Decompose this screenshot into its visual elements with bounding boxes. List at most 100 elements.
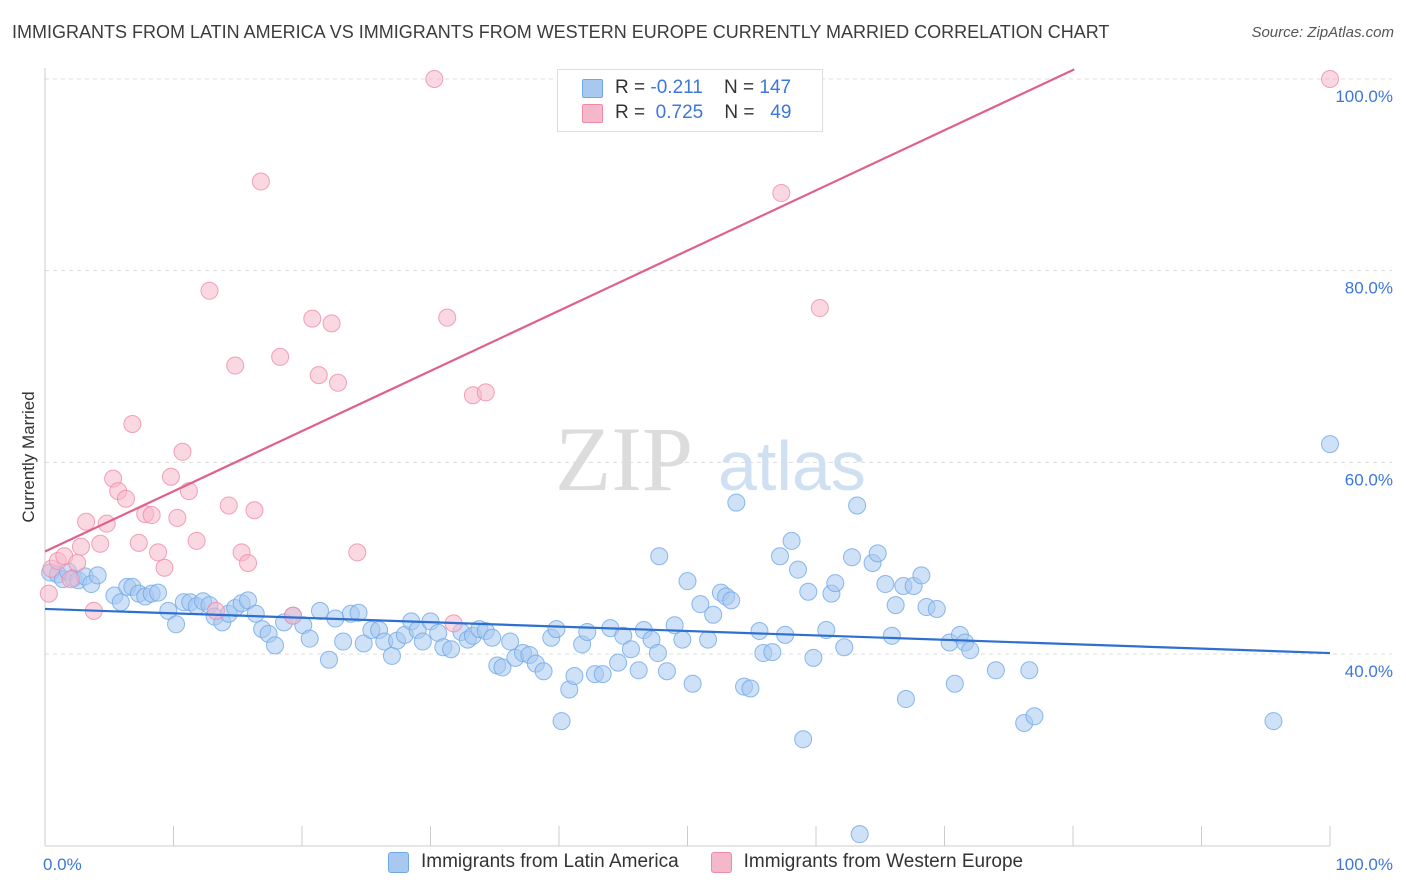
axes <box>44 68 1331 847</box>
point-western-europe <box>206 601 225 620</box>
point-latin-america <box>88 566 107 585</box>
x-tick-label-min: 0.0% <box>43 855 82 874</box>
y-tick-label: 40.0% <box>1345 662 1393 681</box>
watermark: ZIP atlas <box>555 408 866 510</box>
point-latin-america <box>1025 707 1044 726</box>
point-western-europe <box>123 415 142 433</box>
point-latin-america <box>673 630 692 649</box>
point-latin-america <box>648 644 667 663</box>
point-latin-america <box>593 665 612 684</box>
legend-swatch-pink <box>710 851 732 873</box>
point-latin-america <box>986 661 1005 680</box>
point-latin-america <box>413 632 432 651</box>
series-legend: Immigrants from Latin America Immigrants… <box>388 851 1055 873</box>
point-latin-america <box>354 634 373 653</box>
point-western-europe <box>129 533 148 552</box>
point-western-europe <box>77 512 96 531</box>
point-western-europe <box>61 570 80 589</box>
point-latin-america <box>868 544 887 563</box>
legend-n-label: N = <box>723 77 755 98</box>
point-western-europe <box>1321 70 1339 88</box>
point-latin-america <box>266 636 285 655</box>
point-latin-america <box>699 630 718 649</box>
point-latin-america <box>552 712 571 731</box>
point-latin-america <box>382 646 401 665</box>
legend-label-western-europe: Immigrants from Western Europe <box>743 851 1024 872</box>
point-western-europe <box>187 531 206 550</box>
point-western-europe <box>71 537 90 556</box>
point-latin-america <box>722 591 741 610</box>
point-latin-america <box>547 620 566 639</box>
point-western-europe <box>425 70 444 88</box>
point-latin-america <box>896 690 915 709</box>
point-latin-america <box>817 621 836 640</box>
point-latin-america <box>239 591 258 610</box>
point-western-europe <box>772 184 791 203</box>
y-tick-label: 60.0% <box>1345 470 1393 489</box>
point-latin-america <box>442 640 461 659</box>
point-western-europe <box>142 506 161 525</box>
point-latin-america <box>945 674 964 693</box>
point-latin-america <box>629 661 648 680</box>
y-tick-label: 80.0% <box>1345 279 1393 298</box>
point-latin-america <box>886 596 905 615</box>
point-latin-america <box>149 583 168 602</box>
point-latin-america <box>691 595 710 614</box>
point-latin-america <box>650 547 669 566</box>
point-latin-america <box>1020 661 1039 680</box>
point-latin-america <box>683 674 702 693</box>
point-latin-america <box>882 626 901 645</box>
legend-label-latin-america: Immigrants from Latin America <box>421 851 679 872</box>
point-western-europe <box>173 442 192 461</box>
point-latin-america <box>835 638 854 657</box>
point-western-europe <box>476 383 495 402</box>
watermark-atlas: atlas <box>718 427 866 505</box>
point-latin-america <box>678 572 697 591</box>
point-latin-america <box>842 548 861 567</box>
point-western-europe <box>348 543 367 562</box>
legend-n-value: 49 <box>770 102 792 123</box>
point-latin-america <box>850 825 869 844</box>
point-western-europe <box>284 606 303 625</box>
point-western-europe <box>149 543 168 562</box>
point-western-europe <box>200 281 219 300</box>
point-western-europe <box>68 553 87 572</box>
point-western-europe <box>239 553 258 572</box>
stats-legend: R = -0.211 N = 147 R = 0.725 N = 49 <box>557 69 823 132</box>
legend-r-label: R = <box>615 77 646 98</box>
point-latin-america <box>319 650 338 669</box>
point-western-europe <box>810 299 829 318</box>
point-latin-america <box>782 531 801 550</box>
point-latin-america <box>246 604 265 623</box>
point-latin-america <box>704 605 723 624</box>
point-latin-america <box>750 622 769 640</box>
legend-r-value: 0.725 <box>655 102 704 123</box>
point-latin-america <box>493 658 512 677</box>
point-latin-america <box>912 566 931 585</box>
point-latin-america <box>804 648 823 667</box>
point-latin-america <box>789 560 808 579</box>
point-western-europe <box>168 508 187 527</box>
legend-r-value: -0.211 <box>650 77 703 98</box>
point-western-europe <box>116 489 135 508</box>
point-western-europe <box>91 534 110 553</box>
legend-n-label: N = <box>724 102 755 123</box>
point-latin-america <box>771 547 790 566</box>
point-latin-america <box>609 653 628 672</box>
legend-r-label: R = <box>615 102 646 123</box>
trend-lines <box>44 68 1331 655</box>
point-western-europe <box>271 347 290 366</box>
legend-swatch-blue <box>388 851 409 873</box>
trend-line-latin-america <box>44 607 1331 655</box>
trend-line-western-europe <box>44 68 1075 553</box>
point-latin-america <box>159 601 178 620</box>
point-latin-america <box>763 643 782 662</box>
point-western-europe <box>438 308 457 327</box>
legend-row-western-europe: R = 0.725 N = 49 <box>582 101 791 125</box>
point-latin-america <box>961 641 980 660</box>
legend-item-western-europe[interactable]: Immigrants from Western Europe <box>710 851 1024 873</box>
point-latin-america <box>501 632 520 651</box>
legend-item-latin-america[interactable]: Immigrants from Latin America <box>388 851 679 873</box>
point-western-europe <box>322 314 341 333</box>
point-latin-america <box>826 574 845 593</box>
